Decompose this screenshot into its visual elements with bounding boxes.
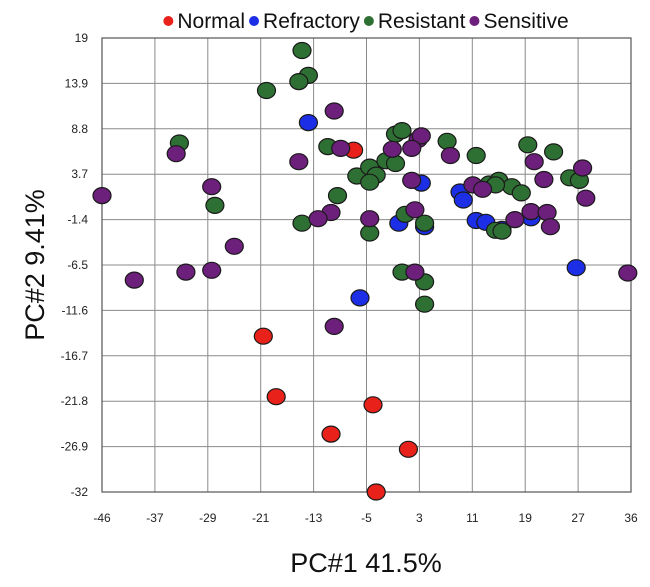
point-refractory: [298, 113, 318, 132]
legend: Normal Refractory Resistant Sensitive: [163, 10, 569, 33]
point-normal: [366, 483, 386, 501]
legend-marker-sensitive: [469, 16, 480, 26]
point-resistant: [415, 214, 435, 232]
point-sensitive: [382, 140, 402, 158]
point-sensitive: [524, 153, 544, 171]
point-resistant: [292, 214, 312, 232]
point-resistant: [289, 72, 309, 91]
point-normal: [321, 425, 341, 443]
gridlines: [101, 37, 632, 493]
point-sensitive: [440, 146, 460, 165]
x-tick-label: 36: [624, 511, 638, 525]
point-sensitive: [505, 211, 525, 229]
y-tick-label: 3.7: [71, 167, 88, 181]
point-sensitive: [92, 187, 112, 205]
point-resistant: [492, 222, 512, 240]
x-tick-label: -29: [199, 511, 217, 525]
tick-labels: -46 -37 -29 -21 -13 -5 3 11 19 27 36 19 13.9 8.8 3.7 -1…: [61, 31, 638, 525]
x-tick-label: -13: [305, 511, 323, 525]
point-resistant: [392, 122, 412, 140]
x-tick-label: -5: [361, 511, 372, 525]
point-sensitive: [224, 237, 244, 255]
point-resistant: [543, 143, 564, 161]
point-resistant: [360, 173, 380, 191]
point-sensitive: [166, 145, 186, 163]
point-normal: [363, 396, 383, 414]
point-resistant: [415, 295, 435, 313]
point-resistant: [256, 81, 277, 100]
point-sensitive: [537, 203, 557, 222]
y-tick-label: -1.4: [67, 213, 88, 227]
y-tick-label: -6.5: [67, 258, 88, 272]
point-sensitive: [308, 210, 328, 228]
point-sensitive: [402, 139, 422, 157]
point-normal: [266, 388, 286, 406]
point-sensitive: [405, 201, 425, 219]
y-axis-title: PC#2 9.41%: [20, 189, 50, 341]
point-sensitive: [124, 271, 144, 289]
y-tick-label: -11.6: [62, 303, 89, 317]
point-sensitive: [618, 264, 638, 282]
point-refractory: [566, 259, 586, 277]
data-points: [92, 41, 638, 501]
point-sensitive: [521, 203, 541, 221]
point-sensitive: [540, 218, 561, 236]
y-tick-label: 8.8: [71, 122, 88, 136]
point-sensitive: [405, 263, 425, 281]
legend-label-normal: Normal: [177, 10, 245, 33]
point-resistant: [385, 154, 406, 173]
point-resistant: [518, 136, 538, 154]
point-sensitive: [202, 178, 222, 196]
point-sensitive: [411, 127, 431, 145]
point-refractory: [453, 191, 473, 209]
point-sensitive: [289, 153, 309, 171]
point-sensitive: [324, 102, 344, 120]
legend-marker-resistant: [363, 16, 374, 26]
point-refractory: [350, 289, 370, 307]
y-tick-label: -21.8: [61, 394, 89, 408]
x-tick-label: 19: [519, 511, 533, 525]
x-tick-label: 27: [571, 511, 585, 525]
point-sensitive: [576, 189, 596, 207]
point-sensitive: [534, 170, 554, 189]
point-resistant: [292, 41, 312, 60]
legend-label-refractory: Refractory: [263, 10, 360, 33]
point-resistant: [437, 132, 457, 150]
y-tick-label: 13.9: [65, 76, 89, 90]
point-resistant: [205, 196, 225, 214]
x-tick-label: -46: [93, 511, 111, 525]
x-tick-label: -21: [252, 511, 270, 525]
y-tick-label: -32: [71, 485, 89, 499]
legend-marker-normal: [163, 16, 174, 26]
point-sensitive: [402, 171, 422, 189]
point-sensitive: [202, 261, 222, 279]
x-tick-label: -37: [146, 511, 164, 525]
legend-label-sensitive: Sensitive: [483, 10, 568, 33]
x-tick-label: 11: [466, 511, 479, 525]
x-axis-title: PC#1 41.5%: [290, 548, 442, 578]
x-tick-label: 3: [416, 511, 423, 525]
point-sensitive: [176, 263, 196, 281]
point-sensitive: [331, 139, 351, 157]
legend-marker-refractory: [249, 16, 260, 26]
y-tick-label: -26.9: [61, 440, 89, 454]
point-normal: [253, 327, 273, 345]
point-sensitive: [324, 317, 344, 335]
point-sensitive: [473, 180, 493, 198]
point-sensitive: [572, 159, 593, 177]
y-tick-label: -16.7: [61, 349, 89, 363]
legend-label-resistant: Resistant: [378, 10, 466, 33]
point-resistant: [466, 146, 486, 165]
point-resistant: [511, 184, 531, 202]
point-normal: [398, 440, 418, 458]
point-resistant: [360, 224, 380, 242]
point-sensitive: [360, 210, 380, 228]
point-resistant: [327, 187, 348, 205]
y-tick-label: 19: [75, 31, 89, 45]
